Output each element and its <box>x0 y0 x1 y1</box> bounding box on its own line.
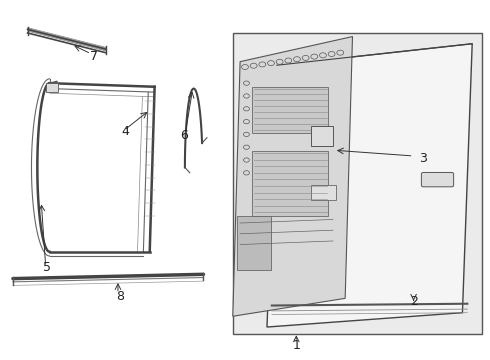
FancyBboxPatch shape <box>421 172 454 187</box>
Bar <box>311 185 336 200</box>
Text: 6: 6 <box>180 129 188 142</box>
Bar <box>252 151 328 216</box>
Text: 5: 5 <box>43 261 51 274</box>
Bar <box>252 87 328 134</box>
Text: 2: 2 <box>410 296 417 309</box>
Text: 1: 1 <box>293 339 300 352</box>
Text: 7: 7 <box>90 50 98 63</box>
Bar <box>237 216 271 270</box>
Text: 3: 3 <box>419 152 427 165</box>
Bar <box>311 126 333 146</box>
Polygon shape <box>233 37 352 316</box>
Polygon shape <box>267 44 472 327</box>
Text: 8: 8 <box>117 290 124 303</box>
Text: 4: 4 <box>122 125 129 138</box>
Bar <box>233 33 482 334</box>
Bar <box>46 83 58 92</box>
